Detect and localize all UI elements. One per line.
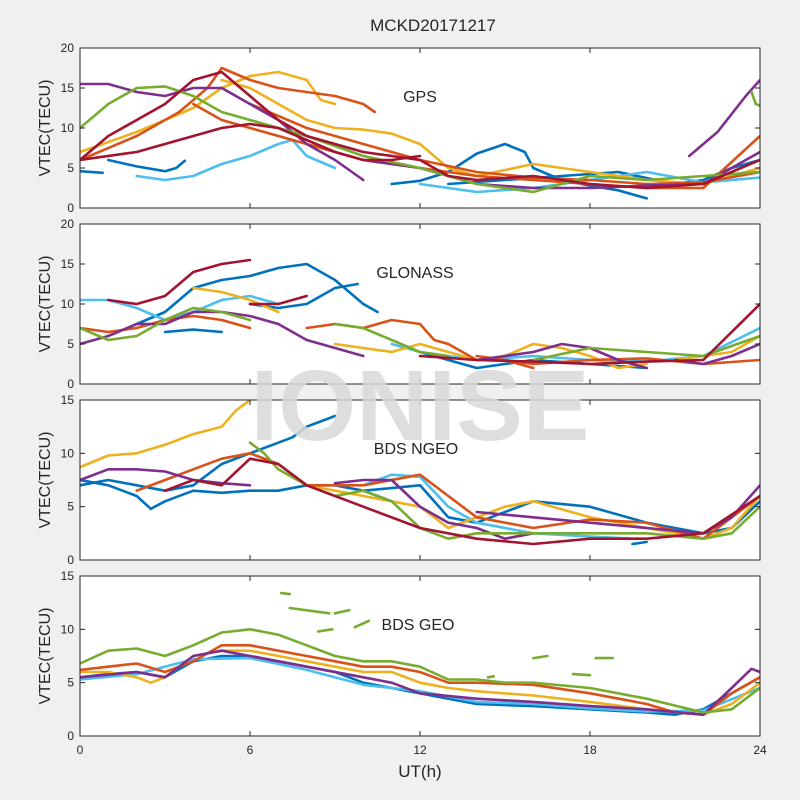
y-tick-label: 5 [67, 337, 74, 351]
series-line [80, 82, 365, 182]
series-line [486, 675, 495, 679]
series-group [80, 66, 760, 200]
y-axis-label: VTEC(TECU) [37, 256, 54, 353]
series-line [750, 90, 760, 107]
x-tick-label: 6 [247, 743, 254, 757]
y-tick-label: 0 [67, 729, 74, 743]
y-tick-label: 10 [61, 622, 75, 636]
series-line [80, 468, 252, 487]
series-line [248, 102, 760, 186]
series-line [288, 606, 331, 615]
panel-bds-ngeo: 0 5 10 15 VTEC(TECU) BDS NGEO [37, 393, 761, 567]
panel-annotation: BDS NGEO [374, 441, 458, 458]
series-line [80, 649, 760, 716]
series-line [80, 400, 252, 469]
y-tick-label: 20 [61, 217, 75, 231]
y-tick-label: 15 [61, 393, 75, 407]
y-tick-label: 5 [67, 676, 74, 690]
series-line [192, 286, 280, 314]
y-axis-label: VTEC(TECU) [37, 608, 54, 705]
x-tick-label: 18 [583, 743, 597, 757]
panel-gps: 0 5 10 15 20 VTEC(TECU) GPS [37, 41, 761, 215]
series-line [532, 654, 549, 660]
y-axis-label: VTEC(TECU) [37, 80, 54, 177]
x-axis-label: UT(h) [398, 762, 441, 781]
y-tick-label: 0 [67, 201, 74, 215]
series-line [316, 628, 334, 633]
series-line [475, 484, 760, 535]
y-tick-label: 5 [67, 500, 74, 514]
panel-bds-geo: 0 5 10 15 0 6 12 18 24 VTEC(TECU) BDS GEO [37, 569, 767, 757]
x-tick-label: 24 [753, 743, 767, 757]
y-tick-label: 5 [67, 161, 74, 175]
series-line [532, 334, 760, 362]
figure-title: MCKD20171217 [370, 16, 496, 35]
series-line [107, 158, 187, 173]
series-line [80, 656, 760, 713]
y-tick-label: 15 [61, 81, 75, 95]
panel-annotation: GLONASS [376, 265, 453, 282]
series-line [333, 322, 450, 358]
y-axis-label: VTEC(TECU) [37, 432, 54, 529]
series-line [631, 540, 648, 546]
panel-annotation: BDS GEO [382, 617, 455, 634]
series-line [135, 138, 337, 182]
y-tick-label: 15 [61, 569, 75, 583]
series-group [80, 258, 760, 370]
y-tick-label: 20 [61, 41, 75, 55]
series-line [333, 608, 351, 615]
series-line [220, 78, 478, 178]
series-line [80, 306, 252, 342]
y-tick-label: 0 [67, 553, 74, 567]
y-tick-label: 10 [61, 121, 75, 135]
series-line [80, 66, 376, 162]
series-line [353, 619, 371, 629]
watermark: IONISE [251, 350, 590, 462]
series-line [673, 342, 760, 366]
series-line [107, 258, 252, 306]
series-line [80, 414, 337, 492]
series-line [135, 262, 379, 326]
series-line [333, 478, 535, 540]
series-line [673, 334, 760, 362]
series-line [80, 70, 760, 190]
series-line [80, 628, 760, 714]
series-group [80, 591, 760, 716]
y-tick-label: 0 [67, 377, 74, 391]
x-tick-label: 12 [413, 743, 427, 757]
subplot-stack: 0 5 10 15 20 VTEC(TECU) GPS 0 5 10 15 20 VTEC(TECU) G… [37, 41, 767, 757]
y-tick-label: 10 [61, 446, 75, 460]
series-line [279, 591, 291, 596]
series-line [80, 649, 760, 716]
y-tick-label: 10 [61, 297, 75, 311]
series-line [362, 484, 760, 535]
series-line [571, 672, 592, 677]
series-line [248, 294, 308, 306]
series-line [80, 169, 104, 175]
series-line [418, 302, 760, 366]
series-line [362, 473, 634, 540]
series-line [163, 328, 223, 334]
series-group [80, 400, 760, 546]
panel-annotation: GPS [403, 89, 437, 106]
x-tick-label: 0 [77, 743, 84, 757]
y-tick-label: 15 [61, 257, 75, 271]
panel-glonass: 0 5 10 15 20 VTEC(TECU) GLONASS [37, 217, 761, 391]
series-line [80, 122, 422, 162]
series-line [163, 457, 760, 546]
series-line [687, 78, 760, 158]
